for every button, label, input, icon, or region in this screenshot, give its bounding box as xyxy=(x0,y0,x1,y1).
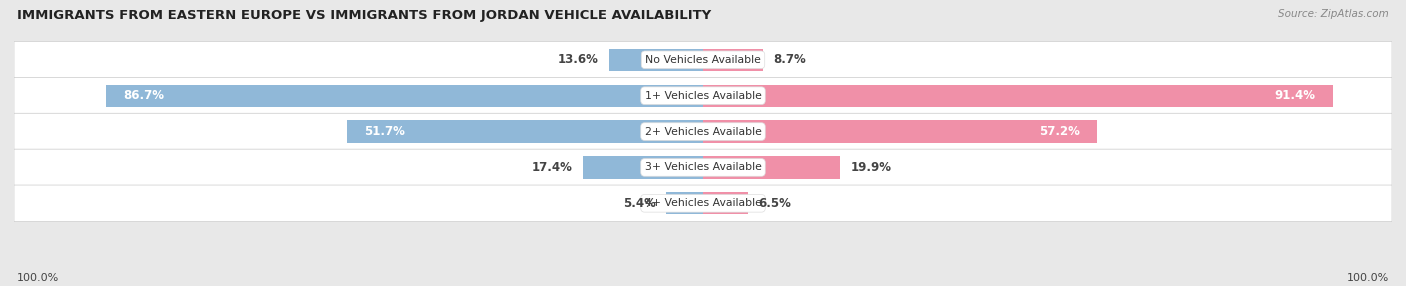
Text: 51.7%: 51.7% xyxy=(364,125,405,138)
Text: 3+ Vehicles Available: 3+ Vehicles Available xyxy=(644,162,762,172)
Text: 19.9%: 19.9% xyxy=(851,161,891,174)
FancyBboxPatch shape xyxy=(14,149,1392,186)
Text: 91.4%: 91.4% xyxy=(1274,89,1316,102)
FancyBboxPatch shape xyxy=(14,113,1392,150)
Text: 5.4%: 5.4% xyxy=(623,197,655,210)
Bar xyxy=(703,156,841,178)
Bar xyxy=(703,120,1097,143)
Text: No Vehicles Available: No Vehicles Available xyxy=(645,55,761,65)
Bar xyxy=(703,192,748,214)
Text: IMMIGRANTS FROM EASTERN EUROPE VS IMMIGRANTS FROM JORDAN VEHICLE AVAILABILITY: IMMIGRANTS FROM EASTERN EUROPE VS IMMIGR… xyxy=(17,9,711,21)
Text: 17.4%: 17.4% xyxy=(531,161,572,174)
Text: Source: ZipAtlas.com: Source: ZipAtlas.com xyxy=(1278,9,1389,19)
Text: 100.0%: 100.0% xyxy=(1347,273,1389,283)
Text: 1+ Vehicles Available: 1+ Vehicles Available xyxy=(644,91,762,101)
Bar xyxy=(703,49,763,71)
Text: 86.7%: 86.7% xyxy=(122,89,165,102)
Text: 100.0%: 100.0% xyxy=(17,273,59,283)
FancyBboxPatch shape xyxy=(14,41,1392,78)
Text: 2+ Vehicles Available: 2+ Vehicles Available xyxy=(644,127,762,136)
Text: 4+ Vehicles Available: 4+ Vehicles Available xyxy=(644,198,762,208)
Bar xyxy=(347,120,703,143)
Text: 13.6%: 13.6% xyxy=(558,53,599,66)
Bar xyxy=(105,85,703,107)
Text: 6.5%: 6.5% xyxy=(758,197,792,210)
FancyBboxPatch shape xyxy=(14,185,1392,222)
Text: 57.2%: 57.2% xyxy=(1039,125,1080,138)
Bar xyxy=(703,85,1333,107)
Text: 8.7%: 8.7% xyxy=(773,53,806,66)
Bar xyxy=(609,49,703,71)
Bar xyxy=(666,192,703,214)
FancyBboxPatch shape xyxy=(14,78,1392,114)
Bar xyxy=(583,156,703,178)
